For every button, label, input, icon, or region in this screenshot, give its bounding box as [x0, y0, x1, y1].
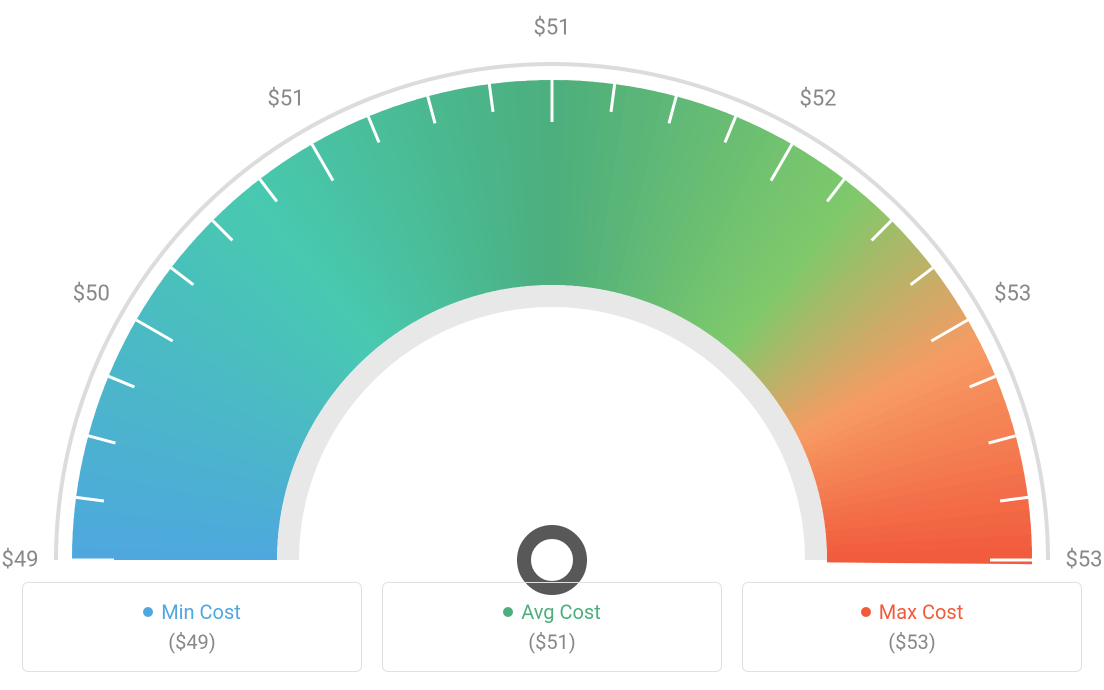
gauge-svg [0, 0, 1104, 620]
gauge-tick-label: $51 [533, 16, 570, 41]
legend-avg-title: Avg Cost [503, 600, 601, 624]
gauge-tick-label: $50 [73, 282, 110, 307]
gauge-tick-label: $51 [267, 87, 304, 112]
legend-min: Min Cost ($49) [22, 582, 362, 672]
legend-max-dot [861, 607, 871, 617]
legend-max-title: Max Cost [861, 600, 964, 624]
gauge-tick-label: $49 [1, 548, 38, 573]
gauge-tick-label: $53 [994, 282, 1031, 307]
legend-max: Max Cost ($53) [742, 582, 1082, 672]
legend-max-value: ($53) [888, 630, 936, 654]
legend-min-value: ($49) [168, 630, 216, 654]
gauge-tick-label: $52 [799, 87, 836, 112]
legend-avg-value: ($51) [528, 630, 576, 654]
legend-max-label: Max Cost [879, 600, 964, 624]
legend-avg: Avg Cost ($51) [382, 582, 722, 672]
legend-avg-dot [503, 607, 513, 617]
legend-min-label: Min Cost [161, 600, 241, 624]
legend-row: Min Cost ($49) Avg Cost ($51) Max Cost (… [22, 582, 1082, 672]
legend-min-title: Min Cost [143, 600, 241, 624]
gauge-tick-label: $53 [1065, 548, 1102, 573]
legend-min-dot [143, 607, 153, 617]
legend-avg-label: Avg Cost [521, 600, 601, 624]
